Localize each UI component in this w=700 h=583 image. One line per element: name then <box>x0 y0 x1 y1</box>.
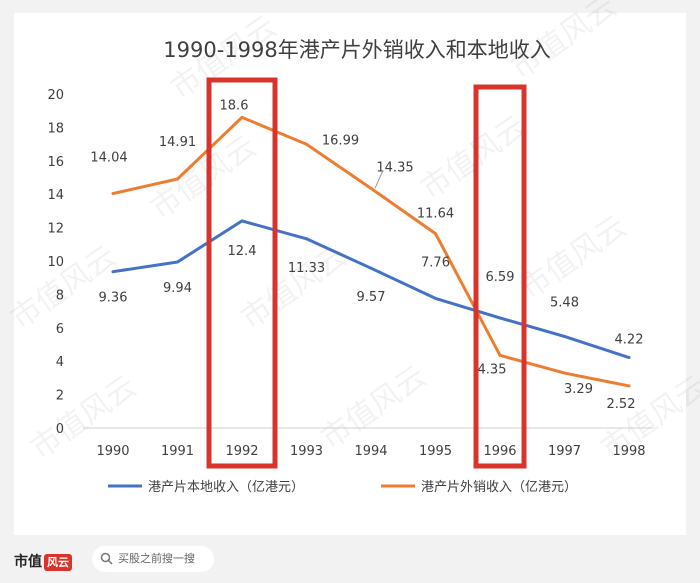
x-tick-label: 1997 <box>548 444 581 459</box>
data-point-overseas <box>563 371 566 375</box>
x-axis: 1990 1991 1992 1993 1994 1995 1996 1997 1998 <box>96 444 645 459</box>
x-tick-label: 1990 <box>96 444 129 459</box>
watermark-text: 市值风云 <box>315 359 433 456</box>
highlight-box <box>206 77 278 469</box>
brand-text: 市值 <box>14 554 42 570</box>
data-point-local <box>305 237 308 241</box>
x-tick-label: 1998 <box>612 444 645 459</box>
data-label-local: 9.36 <box>99 291 128 306</box>
search-icon <box>100 552 113 565</box>
data-label-overseas: 2.52 <box>607 397 636 412</box>
legend-label: 港产片本地收入（亿港元） <box>148 480 304 495</box>
y-tick-label: 16 <box>47 155 64 170</box>
legend-label: 港产片外销收入（亿港元） <box>421 480 577 495</box>
data-label-local: 7.76 <box>421 255 450 270</box>
data-point-overseas <box>627 384 631 388</box>
y-tick-label: 12 <box>47 222 64 237</box>
data-point-overseas <box>369 186 373 190</box>
x-tick-label: 1995 <box>419 444 452 459</box>
data-label-local: 11.33 <box>288 261 325 276</box>
y-tick-label: 8 <box>56 288 64 303</box>
data-label-overseas: 18.6 <box>220 98 249 113</box>
data-label-overseas: 14.04 <box>90 151 127 166</box>
x-tick-label: 1993 <box>290 444 323 459</box>
brand-mark: 风云 <box>44 553 72 571</box>
y-tick-label: 10 <box>47 255 64 270</box>
y-tick-label: 18 <box>47 121 64 136</box>
data-point-overseas <box>434 232 437 236</box>
data-point-local <box>563 334 566 338</box>
data-label-layer: 9.36 9.94 12.4 11.33 9.57 7.76 6.59 5.48 4.22 14.… <box>90 98 643 412</box>
y-axis: 0 2 4 6 8 10 12 14 16 18 20 <box>47 88 64 437</box>
data-label-local: 6.59 <box>486 270 515 285</box>
data-label-leader <box>374 170 384 189</box>
data-label-local: 9.94 <box>163 281 192 296</box>
search-bar[interactable]: 买股之前搜一搜 <box>92 546 214 572</box>
data-label-overseas: 14.91 <box>159 135 196 150</box>
data-point-overseas <box>240 115 244 119</box>
y-tick-label: 6 <box>56 322 64 337</box>
data-label-overseas: 11.64 <box>417 207 454 222</box>
data-label-local: 12.4 <box>228 244 257 259</box>
data-label-overseas: 14.35 <box>376 160 413 175</box>
y-tick-label: 0 <box>56 422 64 437</box>
legend: 港产片本地收入（亿港元） 港产片外销收入（亿港元） <box>108 480 577 495</box>
y-tick-label: 4 <box>56 355 64 370</box>
watermark-text: 市值风云 <box>515 209 633 306</box>
data-point-overseas <box>176 177 179 181</box>
search-placeholder: 买股之前搜一搜 <box>118 552 195 565</box>
data-label-local: 4.22 <box>615 333 644 348</box>
chart-card <box>14 13 686 535</box>
data-label-overseas: 16.99 <box>322 133 359 148</box>
x-tick-label: 1996 <box>483 444 516 459</box>
data-point-local <box>498 316 502 320</box>
highlight-box <box>473 84 527 469</box>
data-point-overseas <box>305 142 308 146</box>
data-label-local: 9.57 <box>357 290 386 305</box>
data-point-overseas <box>111 192 115 196</box>
data-label-overseas: 4.35 <box>478 362 507 377</box>
data-point-local <box>111 270 115 274</box>
series-layer <box>111 115 631 388</box>
data-label-overseas: 3.29 <box>564 382 593 397</box>
x-tick-label: 1991 <box>161 444 194 459</box>
data-point-local <box>369 266 373 270</box>
data-point-local <box>240 219 244 223</box>
chart-title: 1990-1998年港产片外销收入和本地收入 <box>163 38 550 62</box>
data-point-local <box>627 356 631 360</box>
brand-logo: 市值 风云 <box>14 551 72 571</box>
data-point-local <box>176 260 179 264</box>
footer-bar: 市值 风云 买股之前搜一搜 <box>0 537 700 583</box>
y-tick-label: 14 <box>47 188 64 203</box>
x-tick-label: 1994 <box>354 444 387 459</box>
y-tick-label: 2 <box>56 389 64 404</box>
data-point-local <box>434 296 437 300</box>
highlight-layer <box>206 77 527 469</box>
data-point-overseas <box>498 353 502 357</box>
data-label-local: 5.48 <box>550 295 579 310</box>
x-tick-label: 1992 <box>225 444 258 459</box>
y-tick-label: 20 <box>47 88 64 103</box>
